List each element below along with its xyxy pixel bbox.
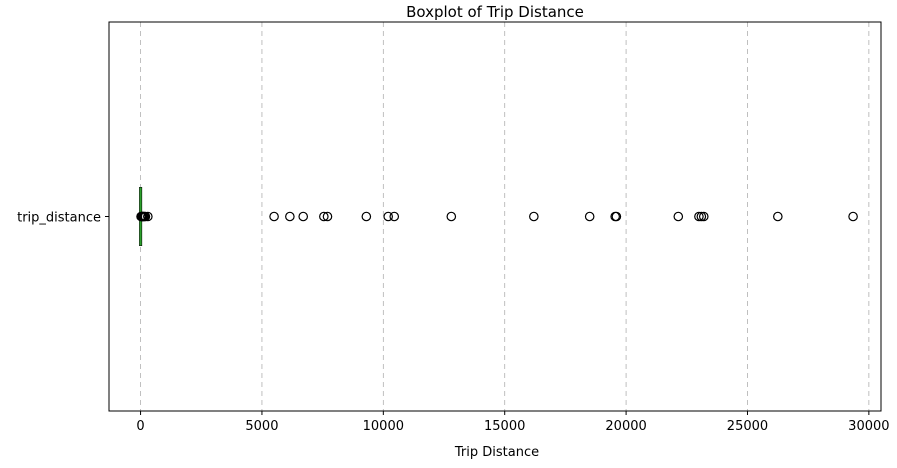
grid-lines [140, 22, 870, 411]
outlier-point [285, 211, 295, 222]
x-tick-label: 10000 [363, 419, 404, 434]
plot-frame [108, 21, 882, 412]
y-tick-label: trip_distance [17, 211, 101, 226]
outlier-point [140, 211, 151, 222]
outlier-point [143, 211, 153, 222]
x-axis-ticks: 0 5000 10000 15000 20000 25000 30000 [136, 411, 890, 434]
outlier-point [696, 211, 707, 222]
outlier-point [322, 211, 333, 222]
x-tick-label: 5000 [245, 419, 278, 434]
outlier-point [584, 211, 595, 222]
outlier-point [773, 211, 783, 222]
outlier-point [694, 211, 704, 222]
outlier-point [383, 211, 393, 222]
x-tick-label: 15000 [484, 419, 525, 434]
outlier-point [319, 211, 329, 222]
outlier-point [361, 211, 372, 222]
outlier-point [269, 211, 279, 222]
y-axis-ticks: trip_distance [17, 211, 109, 226]
outlier-point [298, 211, 309, 222]
outlier-point [698, 211, 709, 222]
x-axis-label: Trip Distance [454, 445, 539, 460]
outlier-point [529, 211, 539, 222]
x-tick-label: 20000 [605, 419, 646, 434]
outlier-point [446, 211, 457, 222]
x-tick-label: 25000 [727, 419, 768, 434]
outlier-points [136, 211, 858, 222]
outlier-point [389, 211, 400, 222]
outlier-point [848, 211, 858, 222]
outlier-point [611, 211, 622, 222]
x-tick-label: 30000 [848, 419, 889, 434]
x-tick-label: 0 [136, 419, 144, 434]
outlier-point [673, 211, 684, 222]
chart-title: Boxplot of Trip Distance [406, 3, 584, 21]
